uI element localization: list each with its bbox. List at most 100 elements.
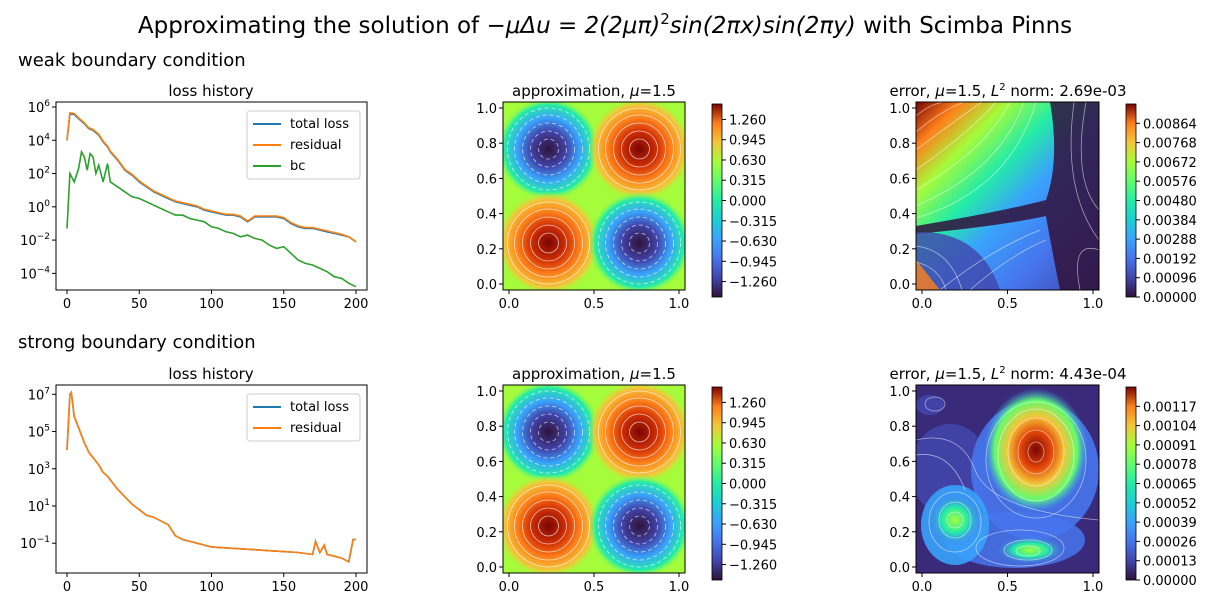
- x-tick-label: 0.5: [584, 580, 605, 595]
- loss-panel-weak: loss history 0 50 100 150 200 106 104 102 100 10…: [20, 82, 368, 312]
- colorbar-tick-label: 0.00039: [1143, 516, 1197, 531]
- y-tick-label: 0.8: [889, 137, 910, 152]
- loss-title-weak: loss history: [168, 82, 253, 100]
- approx-panel-strong: approximation, μ=1.5 0.0 0.5 1.0 0.0 0.2 0.4 0…: [476, 365, 777, 595]
- colorbar-tick-label: 0.630: [729, 154, 766, 169]
- approx-panel-weak: approximation, μ=1.5 0.0 0.5 1.0 0.0 0.2 0.4 0…: [476, 82, 777, 312]
- y-tick-label: 0.6: [889, 172, 910, 187]
- error-panel-strong: error, μ=1.5, L2 norm: 4.43e-04: [889, 365, 1196, 595]
- x-tick-label: 0.0: [912, 580, 933, 595]
- approx-title-strong: approximation, μ=1.5: [512, 365, 676, 383]
- y-tick-label: 1.0: [889, 102, 910, 117]
- colorbar-tick-label: 0.00052: [1143, 497, 1197, 512]
- y-tick-label: 101: [28, 498, 50, 515]
- x-tick-label: 0: [63, 580, 71, 595]
- error-panel-weak: error, μ=1.5, L2 norm: 2.69e-03: [889, 82, 1196, 312]
- y-tick-label: 0.4: [476, 491, 497, 506]
- y-tick-label: 1.0: [476, 102, 497, 117]
- y-tick-label: 0.0: [476, 278, 497, 293]
- error-heatmap-strong: [916, 385, 1099, 573]
- x-tick-label: 200: [344, 297, 369, 312]
- colorbar-tick-label: 1.260: [729, 113, 766, 128]
- colorbar-tick-label: 0.945: [729, 417, 766, 432]
- colorbar-tick-label: 0.00000: [1143, 574, 1197, 589]
- x-tick-label: 150: [271, 297, 296, 312]
- title-superscript: 2: [660, 10, 670, 28]
- colorbar-tick-label: 0.315: [729, 457, 766, 472]
- x-tick-label: 0.0: [499, 297, 520, 312]
- series-line-residual: [66, 111, 357, 243]
- x-tick-label: 200: [344, 580, 369, 595]
- y-tick-label: 0.4: [889, 208, 910, 223]
- y-tick-label: 107: [28, 386, 50, 403]
- colorbar-tick-label: 0.00288: [1143, 233, 1197, 248]
- colorbar-tick-label: 0.00192: [1143, 252, 1197, 267]
- legend-weak: total loss residual bc: [246, 110, 361, 180]
- approx-colorbar-strong: [711, 386, 723, 581]
- y-tick-label: 0.6: [889, 455, 910, 470]
- y-tick-label: 103: [28, 461, 50, 478]
- y-tick-label: 0.0: [889, 278, 910, 293]
- y-tick-label: 102: [28, 166, 50, 183]
- x-tick-label: 0.5: [997, 580, 1018, 595]
- colorbar-tick-label: −0.945: [729, 538, 777, 553]
- x-tick-label: 0: [63, 297, 71, 312]
- error-title-strong: error, μ=1.5, L2 norm: 4.43e-04: [889, 365, 1126, 383]
- y-tick-label: 0.2: [476, 243, 497, 258]
- title-formula-b: sin(2πx)sin(2πy): [670, 13, 856, 39]
- colorbar-tick-label: 0.00013: [1143, 555, 1197, 570]
- colorbar-tick-label: −0.630: [729, 518, 777, 533]
- y-tick-label: 106: [28, 99, 51, 116]
- loss-title-strong: loss history: [168, 365, 253, 383]
- error-title-weak: error, μ=1.5, L2 norm: 2.69e-03: [889, 82, 1126, 100]
- error-heatmap-weak: [916, 102, 1099, 290]
- y-tick-label: 0.2: [889, 526, 910, 541]
- legend-label-total-loss-strong: total loss: [290, 400, 349, 415]
- colorbar-tick-label: 0.000: [729, 478, 766, 493]
- y-tick-label: 1.0: [476, 385, 497, 400]
- colorbar-tick-label: 1.260: [729, 396, 766, 411]
- x-tick-label: 150: [271, 580, 296, 595]
- x-tick-label: 0.5: [584, 297, 605, 312]
- colorbar-tick-label: −1.260: [729, 276, 777, 291]
- y-tick-label: 0.4: [889, 491, 910, 506]
- title-formula-a: −μΔu = 2(2μπ): [486, 13, 660, 39]
- colorbar-tick-label: −0.315: [729, 498, 777, 513]
- x-tick-label: 100: [199, 297, 224, 312]
- y-tick-label: 0.0: [889, 561, 910, 576]
- colorbar-tick-label: −0.630: [729, 235, 777, 250]
- x-tick-label: 1.0: [669, 297, 690, 312]
- loss-panel-strong: loss history 0 50 100 150 200 107 105 103 101 10…: [20, 365, 368, 595]
- y-tick-label: 0.6: [476, 455, 497, 470]
- x-tick-label: 100: [199, 580, 224, 595]
- approx-heatmap-strong: [503, 385, 685, 573]
- figure-title: Approximating the solution of −μΔu = 2(2…: [138, 10, 1072, 39]
- legend-label-total-loss: total loss: [290, 117, 349, 132]
- colorbar-tick-label: 0.00078: [1143, 458, 1197, 473]
- colorbar-tick-label: 0.00576: [1143, 175, 1197, 190]
- legend-label-bc: bc: [290, 159, 305, 174]
- approx-colorbar-weak: [711, 103, 723, 298]
- title-suffix: with Scimba Pinns: [856, 13, 1072, 39]
- x-tick-label: 1.0: [1083, 580, 1104, 595]
- legend-label-residual: residual: [290, 138, 342, 153]
- colorbar-tick-label: 0.945: [729, 134, 766, 149]
- y-tick-label: 100: [28, 199, 51, 216]
- colorbar-tick-label: 0.00768: [1143, 137, 1197, 152]
- series-line-bc: [66, 149, 357, 288]
- y-tick-label: 104: [28, 132, 51, 149]
- legend-label-residual-strong: residual: [290, 421, 342, 436]
- y-tick-label: 0.8: [476, 420, 497, 435]
- colorbar-tick-label: 0.00480: [1143, 195, 1197, 210]
- colorbar-tick-label: −1.260: [729, 559, 777, 574]
- colorbar-tick-label: 0.000: [729, 195, 766, 210]
- y-tick-label: 0.8: [476, 137, 497, 152]
- x-tick-label: 50: [131, 580, 148, 595]
- colorbar-tick-label: 0.00091: [1143, 439, 1197, 454]
- colorbar-tick-label: 0.630: [729, 437, 766, 452]
- y-tick-label: 0.2: [889, 243, 910, 258]
- legend-strong: total loss residual: [246, 393, 361, 442]
- colorbar-tick-label: 0.00384: [1143, 214, 1197, 229]
- y-tick-label: 10−4: [20, 265, 50, 282]
